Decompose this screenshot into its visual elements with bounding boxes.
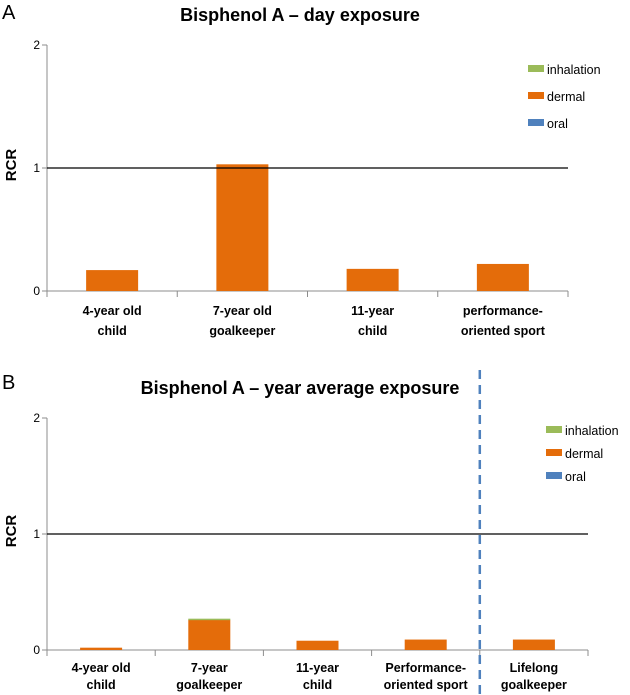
y-axis-label: RCR	[3, 149, 20, 182]
x-category-label: Lifelong	[510, 661, 559, 675]
y-tick-label: 2	[33, 411, 40, 425]
bar-dermal	[512, 639, 555, 650]
chart-b: Bisphenol A – year average exposure 0 1 2 RC…	[3, 370, 619, 695]
panel-label-a: A	[2, 2, 16, 24]
x-category-label: goalkeeper	[501, 678, 567, 692]
x-category-label: goalkeeper	[176, 678, 242, 692]
legend-label-inhalation: inhalation	[565, 424, 619, 438]
x-category-label: 7-year	[191, 661, 228, 675]
x-category-label: goalkeeper	[209, 324, 275, 338]
bar-dermal	[86, 270, 139, 291]
x-category-label: performance-	[463, 304, 543, 318]
x-category-label: oriented sport	[461, 324, 546, 338]
chart-title: Bisphenol A – year average exposure	[141, 378, 460, 398]
panel-a: A Bisphenol A – day exposure 0 1 2 RCR 4-year…	[2, 2, 601, 338]
chart-title: Bisphenol A – day exposure	[180, 5, 420, 25]
chart-a: Bisphenol A – day exposure 0 1 2 RCR 4-year o…	[3, 5, 601, 338]
bar-dermal	[80, 647, 123, 650]
bar-dermal	[476, 263, 529, 291]
x-category-label: child	[98, 324, 127, 338]
panel-label-b: B	[2, 372, 16, 394]
legend-label-oral: oral	[565, 470, 586, 484]
legend-swatch-dermal	[546, 449, 562, 456]
x-category-label: 4-year old	[72, 661, 131, 675]
x-category-label: 4-year old	[83, 304, 142, 318]
x-category-label: 7-year old	[213, 304, 272, 318]
x-category-label: 11-year	[351, 304, 394, 318]
x-category-label: child	[358, 324, 387, 338]
bar-inhalation	[188, 618, 231, 621]
legend-swatch-dermal	[528, 92, 544, 99]
x-category-label: child	[87, 678, 116, 692]
bar-dermal	[216, 164, 269, 291]
x-category-label: oriented sport	[384, 678, 469, 692]
panel-b: B Bisphenol A – year average exposure 0 1 2…	[0, 370, 630, 695]
y-tick-label: 0	[33, 643, 40, 657]
x-category-label: child	[303, 678, 332, 692]
bar-dermal	[346, 268, 399, 291]
legend-label-oral: oral	[547, 117, 568, 131]
y-tick-label: 0	[33, 284, 40, 298]
legend-label-inhalation: inhalation	[547, 63, 601, 77]
y-tick-label: 1	[33, 527, 40, 541]
legend-label-dermal: dermal	[547, 90, 585, 104]
legend-swatch-oral	[546, 472, 562, 479]
bar-dermal	[188, 619, 231, 650]
legend-label-dermal: dermal	[565, 447, 603, 461]
bar-dermal	[404, 639, 447, 650]
y-tick-label: 2	[33, 38, 40, 52]
x-category-label: 11-year	[296, 661, 339, 675]
legend-swatch-inhalation	[546, 426, 562, 433]
y-tick-label: 1	[33, 161, 40, 175]
legend-swatch-inhalation	[528, 65, 544, 72]
bar-dermal	[296, 640, 339, 650]
y-axis-label: RCR	[3, 515, 20, 548]
x-category-label: Performance-	[385, 661, 466, 675]
legend-swatch-oral	[528, 119, 544, 126]
